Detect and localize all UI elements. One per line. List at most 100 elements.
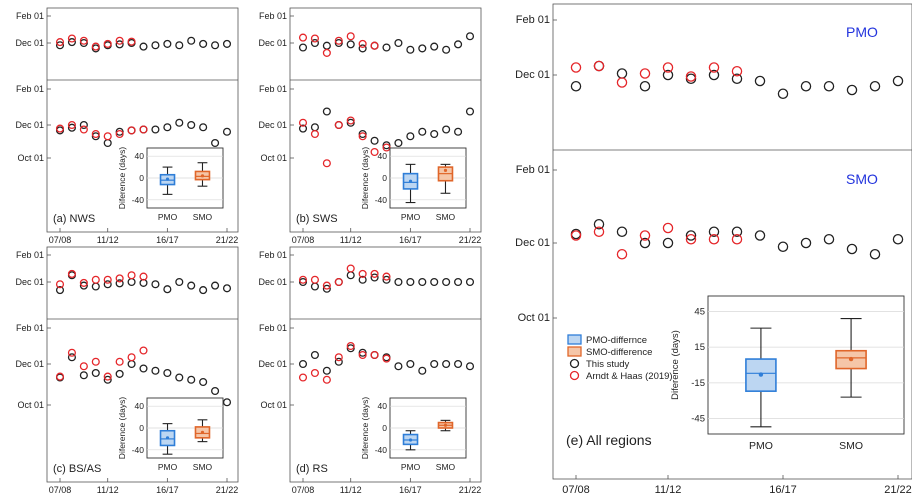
inset-ylabel: Diference (days) (360, 397, 370, 460)
point-arndt-haas (570, 62, 582, 73)
point-arndt-haas (103, 39, 112, 48)
y-tick-label: Dec 01 (515, 237, 550, 249)
x-tick-label: 16/17 (399, 235, 422, 245)
point-this-study (151, 366, 160, 375)
panel-frame (46, 246, 239, 483)
point-this-study (430, 359, 439, 369)
point-arndt-haas (55, 280, 65, 289)
point-this-study (754, 230, 766, 241)
point-this-study (382, 43, 391, 52)
y-tick-label: Feb 01 (16, 11, 44, 21)
point-this-study (754, 75, 766, 87)
point-arndt-haas (334, 277, 343, 287)
point-this-study (616, 226, 628, 237)
inset-tick-label: 40 (378, 151, 388, 161)
point-this-study (298, 277, 308, 287)
point-this-study (639, 81, 651, 92)
x-tick-label: 07/08 (49, 235, 72, 245)
point-this-study (115, 40, 124, 49)
inset-tick-label: 40 (135, 401, 145, 411)
box-mean (408, 438, 413, 442)
y-tick-label: Feb 01 (16, 250, 44, 260)
point-arndt-haas (334, 120, 343, 130)
point-arndt-haas (310, 368, 319, 378)
point-this-study (199, 377, 208, 387)
box-mean (165, 177, 170, 181)
inset-frame (707, 295, 905, 435)
point-this-study (298, 359, 308, 369)
inset-tick-label: -45 (691, 414, 705, 425)
inset-ylabel: Diference (days) (670, 330, 681, 400)
point-this-study (310, 350, 319, 360)
x-tick-label: 11/12 (97, 485, 119, 495)
point-this-study (127, 277, 136, 287)
point-arndt-haas (310, 34, 319, 43)
x-tick-label: 21/22 (459, 485, 482, 495)
point-arndt-haas (91, 275, 100, 284)
y-tick-label: Feb 01 (516, 164, 550, 176)
y-tick-label: Oct 01 (260, 153, 287, 163)
point-this-study (465, 277, 475, 287)
point-arndt-haas (593, 226, 605, 237)
point-this-study (869, 248, 881, 260)
point-arndt-haas (370, 350, 379, 360)
point-this-study (846, 243, 858, 255)
point-this-study (322, 107, 331, 116)
box-mean (165, 436, 170, 440)
point-this-study (370, 136, 379, 145)
legend-marker (569, 358, 580, 369)
point-this-study (310, 38, 319, 48)
point-this-study (199, 286, 208, 295)
point-this-study (163, 123, 172, 132)
point-arndt-haas (370, 41, 379, 50)
point-this-study (465, 32, 475, 41)
point-this-study (593, 218, 605, 230)
point-this-study (211, 138, 220, 148)
point-this-study (708, 69, 720, 81)
point-this-study (139, 42, 148, 51)
point-this-study (394, 277, 403, 287)
point-this-study (322, 41, 331, 50)
box-mean (758, 372, 764, 377)
y-tick-label: Oct 01 (260, 400, 287, 410)
point-this-study (103, 375, 112, 384)
subplot-title-smo: SMO (846, 171, 878, 187)
point-this-study (358, 44, 367, 53)
inset-category-label: PMO (401, 212, 421, 222)
point-this-study (454, 277, 463, 287)
point-arndt-haas (127, 271, 136, 280)
point-this-study (846, 84, 858, 96)
point-this-study (222, 127, 232, 136)
point-arndt-haas (91, 357, 100, 366)
box-mean (200, 174, 205, 178)
y-tick-label: Dec 01 (15, 38, 44, 48)
x-tick-label: 07/08 (292, 485, 315, 495)
point-arndt-haas (616, 77, 628, 88)
point-this-study (394, 362, 403, 371)
inset-tick-label: -40 (132, 445, 145, 455)
point-this-study (79, 120, 88, 130)
point-this-study (465, 107, 475, 116)
point-arndt-haas (127, 126, 136, 135)
point-this-study (322, 284, 331, 293)
point-this-study (55, 41, 65, 50)
point-arndt-haas (55, 38, 65, 47)
x-tick-label: 21/22 (216, 485, 239, 495)
inset-tick-label: -40 (375, 445, 388, 455)
point-this-study (639, 237, 651, 249)
point-arndt-haas (322, 159, 331, 168)
point-arndt-haas (115, 357, 124, 366)
point-arndt-haas (346, 32, 355, 41)
point-this-study (91, 282, 100, 291)
point-this-study (454, 127, 463, 136)
point-arndt-haas (685, 233, 697, 245)
inset-tick-label: 45 (694, 306, 705, 317)
inset-category-label: PMO (749, 440, 773, 452)
y-tick-label: Feb 01 (259, 323, 287, 333)
point-arndt-haas (79, 362, 88, 371)
x-tick-label: 11/12 (340, 485, 362, 495)
point-this-study (616, 68, 628, 79)
point-arndt-haas (55, 372, 65, 381)
y-tick-label: Dec 01 (515, 69, 550, 81)
point-this-study (175, 118, 184, 127)
